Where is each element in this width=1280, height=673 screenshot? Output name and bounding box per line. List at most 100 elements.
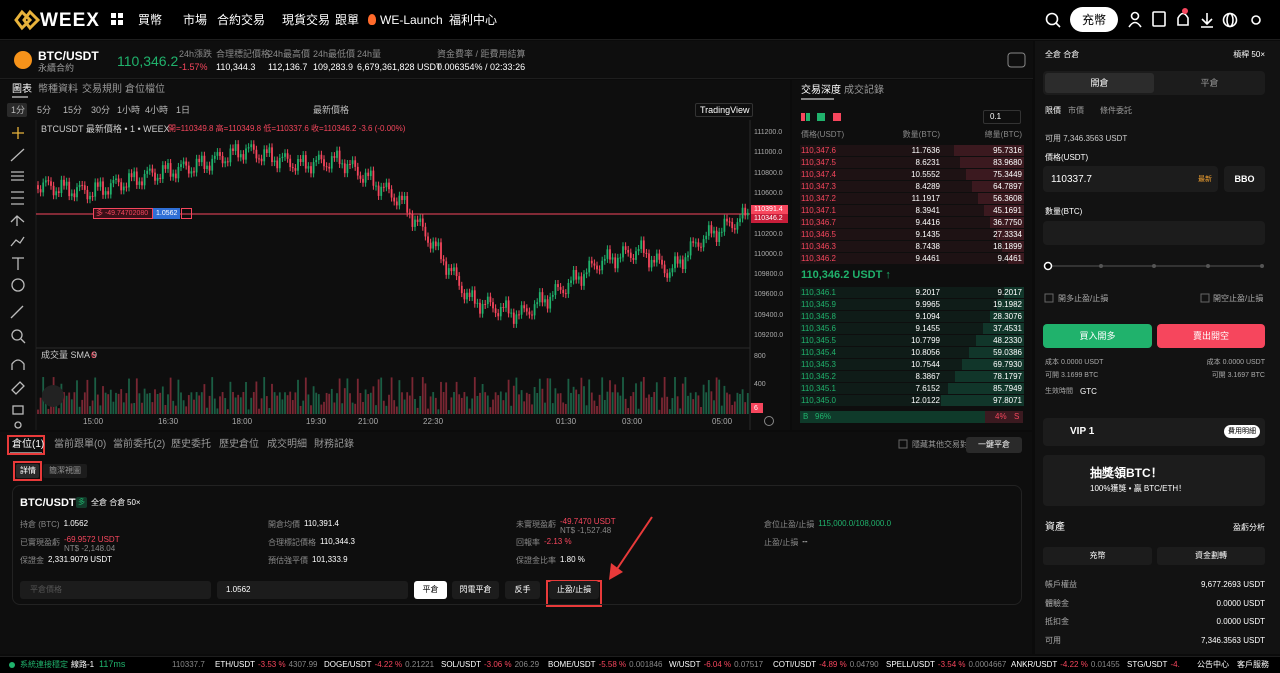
asset-button-label[interactable]: 資金劃轉 <box>1195 551 1227 560</box>
chart-tab[interactable]: 幣種資料 <box>38 84 78 95</box>
position-tab[interactable]: 財務記錄 <box>314 439 354 450</box>
chart-settings[interactable] <box>764 416 774 426</box>
tif[interactable]: GTC <box>1080 387 1097 396</box>
support[interactable]: 客戶服務 <box>1237 660 1269 669</box>
depth-view-icons[interactable] <box>801 113 841 121</box>
position-button[interactable] <box>505 581 540 599</box>
close-all-label[interactable]: 一鍵平倉 <box>978 440 1010 449</box>
interval[interactable]: 5分 <box>37 105 52 115</box>
interval[interactable]: 30分 <box>91 105 111 115</box>
price-placeholder[interactable]: 平倉價格 <box>30 585 62 594</box>
bbo-button[interactable] <box>1224 166 1265 192</box>
hide-others[interactable]: 隱藏其他交易對 <box>912 440 968 449</box>
position-button-label[interactable]: 平倉 <box>422 585 439 594</box>
deposit-label[interactable]: 充幣 <box>1081 13 1106 27</box>
position-tab[interactable]: 歷史倉位 <box>219 439 259 450</box>
chart-tab[interactable]: 倉位檔位 <box>125 84 165 95</box>
orderbook-tab[interactable]: 交易深度 <box>801 85 841 96</box>
promo-card[interactable] <box>1043 455 1265 506</box>
close-all-button[interactable] <box>966 437 1022 453</box>
ob-price[interactable]: 110,345.2 <box>801 372 836 381</box>
interval[interactable]: 1日 <box>176 105 191 115</box>
ob-price[interactable]: 110,347.1 <box>801 206 836 215</box>
ob-price[interactable]: 110,345.9 <box>801 300 836 309</box>
orderbook-tab[interactable]: 成交記錄 <box>844 85 884 96</box>
apps-icon[interactable] <box>111 13 123 25</box>
qty-field[interactable] <box>1043 221 1265 245</box>
chart-tab[interactable]: 圖表 <box>12 84 32 95</box>
price-value[interactable]: 110337.7 <box>1051 174 1092 185</box>
ob-price[interactable]: 110,345.5 <box>801 336 836 345</box>
symbol[interactable]: BTC/USDT <box>38 49 99 63</box>
ticker-symbol[interactable]: SOL/USDT <box>441 660 482 669</box>
ticker-symbol[interactable]: SPELL/USDT <box>886 660 935 669</box>
interval[interactable]: 1小時 <box>117 105 141 115</box>
ob-price[interactable]: 110,345.6 <box>801 324 836 333</box>
position-button-label[interactable]: 止盈/止損 <box>556 585 592 594</box>
amount[interactable]: 1.0562 <box>226 585 251 594</box>
ob-price[interactable]: 110,347.4 <box>801 170 836 179</box>
ob-price[interactable]: 110,346.7 <box>801 218 836 227</box>
ob-price[interactable]: 110,345.1 <box>801 384 836 393</box>
ticker-symbol[interactable]: ETH/USDT <box>215 660 255 669</box>
position-tab[interactable]: 當前委托(2) <box>113 439 166 450</box>
announcements[interactable]: 公告中心 <box>1197 660 1229 669</box>
order-tab[interactable]: 平倉 <box>1200 78 1219 88</box>
slider-thumb[interactable] <box>1043 261 1053 271</box>
view-tab[interactable]: 詳情 <box>20 466 36 475</box>
ob-price[interactable]: 110,345.3 <box>801 360 836 369</box>
ob-price[interactable]: 110,346.2 <box>801 254 836 263</box>
promo-title[interactable]: 抽獎領BTC！ <box>1090 466 1163 480</box>
order-type[interactable]: 限價 <box>1045 106 1061 115</box>
qty-label[interactable]: 數量(BTC) <box>1045 207 1083 216</box>
position-button-label[interactable]: 反手 <box>514 585 531 594</box>
amount-input[interactable] <box>217 581 408 599</box>
nav-item[interactable]: WE-Launch <box>380 13 443 27</box>
ticker-symbol[interactable]: DOGE/USDT <box>324 660 372 669</box>
promo-subtitle[interactable]: 100%獲獎 • 贏 BTC/ETH！ <box>1090 484 1187 493</box>
leverage[interactable]: 槓桿 50× <box>1233 50 1265 59</box>
ob-price[interactable]: 110,346.3 <box>801 242 836 251</box>
deposit-button[interactable] <box>1070 7 1118 32</box>
price-input[interactable] <box>20 581 211 599</box>
sell-button[interactable] <box>1157 324 1265 348</box>
fees-button[interactable] <box>1224 425 1260 438</box>
position-tab[interactable]: 倉位(1) <box>12 439 45 450</box>
position-close[interactable] <box>181 208 192 219</box>
tp-sl-long[interactable]: 開多止盈/止損 <box>1058 294 1109 303</box>
position-button[interactable] <box>549 581 599 599</box>
ob-price[interactable]: 110,345.4 <box>801 348 836 357</box>
order-tab[interactable]: 開倉 <box>1090 78 1109 88</box>
asset-button-label[interactable]: 充幣 <box>1089 551 1106 560</box>
nav-item[interactable]: 福利中心 <box>449 13 498 27</box>
provider-box[interactable] <box>695 103 753 117</box>
position-tab[interactable]: 成交明細 <box>267 439 307 450</box>
ticker-symbol[interactable]: ANKR/USDT <box>1011 660 1058 669</box>
buy-button[interactable] <box>1043 324 1152 348</box>
fees-label[interactable]: 費用明細 <box>1228 428 1256 435</box>
order-type[interactable]: 市價 <box>1068 106 1084 115</box>
order-type[interactable]: 條件委託 <box>1100 106 1132 115</box>
ob-price[interactable]: 110,346.1 <box>801 288 836 297</box>
latest-tag[interactable]: 最新 <box>1198 176 1212 183</box>
ob-price[interactable]: 110,347.5 <box>801 158 836 167</box>
price-field[interactable] <box>1043 166 1218 192</box>
ticker-symbol[interactable]: BOME/USDT <box>548 660 596 669</box>
ticker-symbol[interactable]: W/USDT <box>669 660 701 669</box>
ob-price[interactable]: 110,347.3 <box>801 182 836 191</box>
interval[interactable]: 4小時 <box>145 105 169 115</box>
asset-button[interactable] <box>1043 547 1152 565</box>
ticker-symbol[interactable]: COTI/USDT <box>773 660 817 669</box>
provider[interactable]: TradingView <box>700 105 750 115</box>
sell-label[interactable]: 賣出開空 <box>1192 331 1229 341</box>
bbo[interactable]: BBO <box>1234 174 1255 184</box>
position-tab[interactable]: 歷史委托 <box>171 439 211 450</box>
position-tab[interactable]: 當前跟單(0) <box>54 439 107 450</box>
precision[interactable]: 0.1 <box>990 112 1002 121</box>
interval[interactable]: 15分 <box>63 105 83 115</box>
ob-price[interactable]: 110,347.6 <box>801 146 836 155</box>
ob-price[interactable]: 110,345.0 <box>801 396 836 405</box>
nav-item[interactable]: 現貨交易 <box>282 13 331 27</box>
nav-item[interactable]: 合約交易 <box>217 13 266 27</box>
checkboxes[interactable] <box>898 293 1210 449</box>
